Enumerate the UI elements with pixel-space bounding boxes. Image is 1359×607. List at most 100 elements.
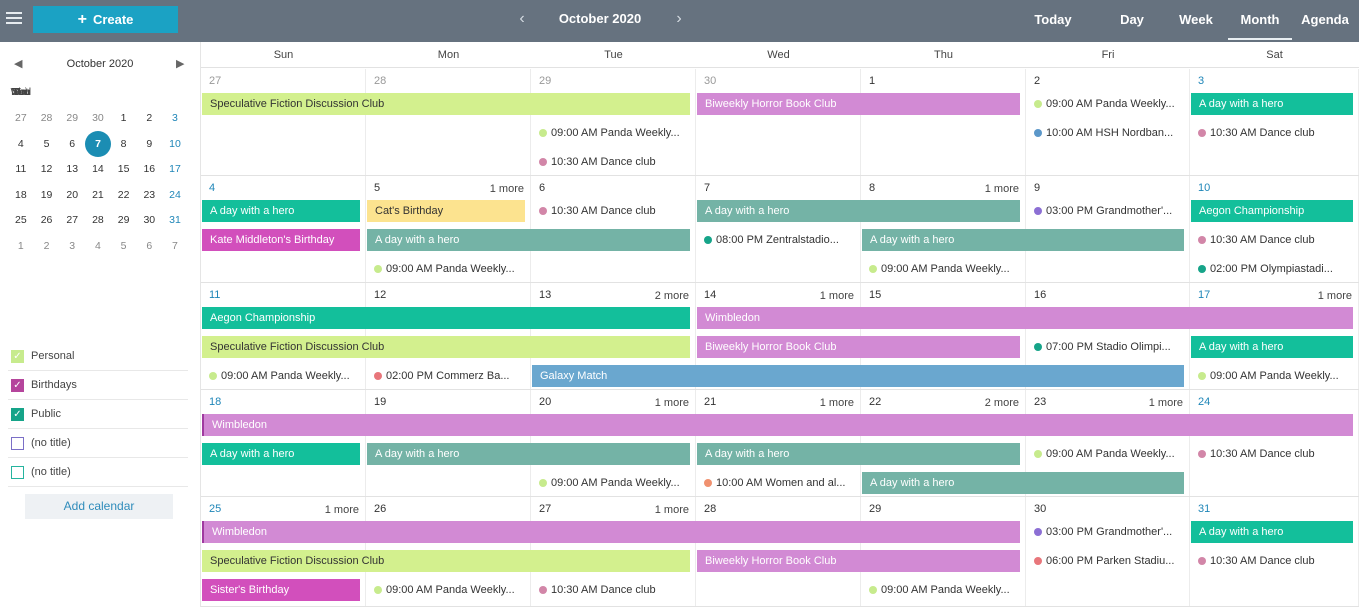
more-events-link[interactable]: 2 more	[654, 290, 689, 302]
add-calendar-button[interactable]: Add calendar	[25, 494, 173, 519]
mini-day[interactable]: 19	[40, 188, 53, 201]
timed-event[interactable]: 10:30 AM Dance club	[533, 579, 692, 601]
day-cell[interactable]: 30	[696, 69, 861, 175]
mini-day[interactable]: 13	[66, 163, 79, 176]
more-events-link[interactable]: 2 more	[984, 397, 1019, 409]
mini-day[interactable]: 12	[40, 163, 53, 176]
mini-day[interactable]: 17	[169, 163, 181, 176]
day-cell[interactable]: 29	[531, 69, 696, 175]
day-number[interactable]: 28	[374, 75, 387, 87]
day-number[interactable]: 11	[209, 289, 221, 301]
more-events-link[interactable]: 1 more	[489, 183, 524, 195]
mini-day[interactable]: 1	[120, 112, 127, 125]
mini-day[interactable]: 22	[117, 188, 130, 201]
day-number[interactable]: 18	[209, 396, 222, 408]
checkbox-checked-icon[interactable]: ✓	[11, 378, 24, 392]
event-bar[interactable]: A day with a hero	[862, 472, 1184, 494]
mini-day[interactable]: 28	[92, 214, 104, 227]
event-bar[interactable]: Speculative Fiction Discussion Club	[202, 93, 690, 115]
event-bar[interactable]: Cat's Birthday	[367, 200, 525, 222]
calendar-list-item[interactable]: (no title)	[8, 429, 188, 458]
event-bar[interactable]: Kate Middleton's Birthday	[202, 229, 360, 251]
day-number[interactable]: 4	[209, 182, 216, 194]
day-number[interactable]: 9	[1034, 182, 1041, 194]
timed-event[interactable]: 10:30 AM Dance club	[533, 200, 692, 222]
mini-day[interactable]: 5	[43, 137, 50, 150]
day-number[interactable]: 25	[209, 503, 222, 515]
day-number[interactable]: 17	[1198, 289, 1211, 301]
more-events-link[interactable]: 1 more	[819, 397, 854, 409]
day-cell[interactable]: 13 2 more	[531, 283, 696, 389]
day-number[interactable]: 15	[869, 289, 882, 301]
day-cell[interactable]: 20 1 more	[531, 390, 696, 496]
day-cell[interactable]: 1	[861, 69, 1026, 175]
day-number[interactable]: 24	[1198, 396, 1211, 408]
day-number[interactable]: 26	[374, 503, 387, 515]
day-number[interactable]: 10	[1198, 182, 1211, 194]
more-events-link[interactable]: 1 more	[819, 290, 854, 302]
day-number[interactable]: 1	[869, 75, 876, 87]
day-cell[interactable]: 18	[201, 390, 366, 496]
mini-day[interactable]: 20	[66, 188, 79, 201]
day-cell[interactable]: 9	[1026, 176, 1190, 282]
calendar-list-item[interactable]: ✓ Personal	[8, 342, 188, 371]
checkbox-checked-icon[interactable]: ✓	[11, 407, 24, 421]
agenda-view-button[interactable]: Agenda	[1301, 12, 1349, 27]
mini-day[interactable]: 1	[17, 239, 24, 252]
mini-day[interactable]: 27	[66, 214, 79, 227]
timed-event[interactable]: 07:00 PM Stadio Olimpi...	[1028, 336, 1186, 358]
day-number[interactable]: 2	[1034, 75, 1041, 87]
mini-day[interactable]: 18	[15, 188, 27, 201]
event-bar[interactable]: A day with a hero	[1191, 336, 1353, 358]
calendar-list-item[interactable]: (no title)	[8, 458, 188, 487]
day-cell[interactable]: 16	[1026, 283, 1190, 389]
timed-event[interactable]: 10:00 AM HSH Nordban...	[1028, 122, 1186, 144]
mini-day[interactable]: 15	[117, 163, 130, 176]
today-button[interactable]: Today	[1034, 12, 1072, 27]
event-bar[interactable]: A day with a hero	[202, 200, 360, 222]
day-number[interactable]: 31	[1198, 503, 1211, 515]
event-bar[interactable]: A day with a hero	[202, 443, 360, 465]
timed-event[interactable]: 09:00 AM Panda Weekly...	[533, 472, 692, 494]
day-number[interactable]: 29	[539, 75, 552, 87]
day-cell[interactable]: 4	[201, 176, 366, 282]
event-bar[interactable]: A day with a hero	[1191, 93, 1353, 115]
mini-day[interactable]: 29	[117, 214, 130, 227]
next-month-chevron-icon[interactable]: ›	[676, 10, 682, 27]
day-number[interactable]: 8	[869, 182, 876, 194]
mini-day[interactable]: 31	[169, 214, 181, 227]
timed-event[interactable]: 09:00 AM Panda Weekly...	[1028, 93, 1186, 115]
event-bar[interactable]: Speculative Fiction Discussion Club	[202, 550, 690, 572]
checkbox-checked-icon[interactable]: ✓	[11, 349, 24, 363]
day-number[interactable]: 3	[1198, 75, 1205, 87]
timed-event[interactable]: 09:00 AM Panda Weekly...	[203, 365, 362, 387]
create-button[interactable]: + Create	[33, 6, 178, 33]
more-events-link[interactable]: 1 more	[1317, 290, 1352, 302]
mini-day[interactable]: 4	[94, 239, 101, 252]
timed-event[interactable]: 09:00 AM Panda Weekly...	[533, 122, 692, 144]
day-number[interactable]: 27	[539, 503, 552, 515]
day-cell[interactable]: 7	[696, 176, 861, 282]
timed-event[interactable]: 10:30 AM Dance club	[1192, 443, 1355, 465]
event-bar[interactable]: Aegon Championship	[202, 307, 690, 329]
day-number[interactable]: 16	[1034, 289, 1047, 301]
event-bar[interactable]: A day with a hero	[1191, 521, 1353, 543]
event-bar[interactable]: A day with a hero	[697, 443, 1020, 465]
timed-event[interactable]: 10:30 AM Dance club	[1192, 229, 1355, 251]
mini-day[interactable]: 27	[15, 112, 27, 125]
timed-event[interactable]: 02:00 PM Commerz Ba...	[368, 365, 527, 387]
event-bar[interactable]: A day with a hero	[862, 229, 1184, 251]
timed-event[interactable]: 03:00 PM Grandmother'...	[1028, 521, 1186, 543]
event-bar[interactable]: Wimbledon	[202, 521, 1020, 543]
day-number[interactable]: 23	[1034, 396, 1047, 408]
day-cell[interactable]: 28	[366, 69, 531, 175]
mini-day[interactable]: 11	[15, 163, 27, 176]
timed-event[interactable]: 09:00 AM Panda Weekly...	[863, 258, 1022, 280]
day-number[interactable]: 28	[704, 503, 717, 515]
event-bar[interactable]: Speculative Fiction Discussion Club	[202, 336, 690, 358]
day-number[interactable]: 14	[704, 289, 717, 301]
event-bar[interactable]: Wimbledon	[697, 307, 1353, 329]
timed-event[interactable]: 10:00 AM Women and al...	[698, 472, 857, 494]
mini-day[interactable]: 5	[120, 239, 127, 252]
checkbox-empty-icon[interactable]	[11, 436, 24, 450]
